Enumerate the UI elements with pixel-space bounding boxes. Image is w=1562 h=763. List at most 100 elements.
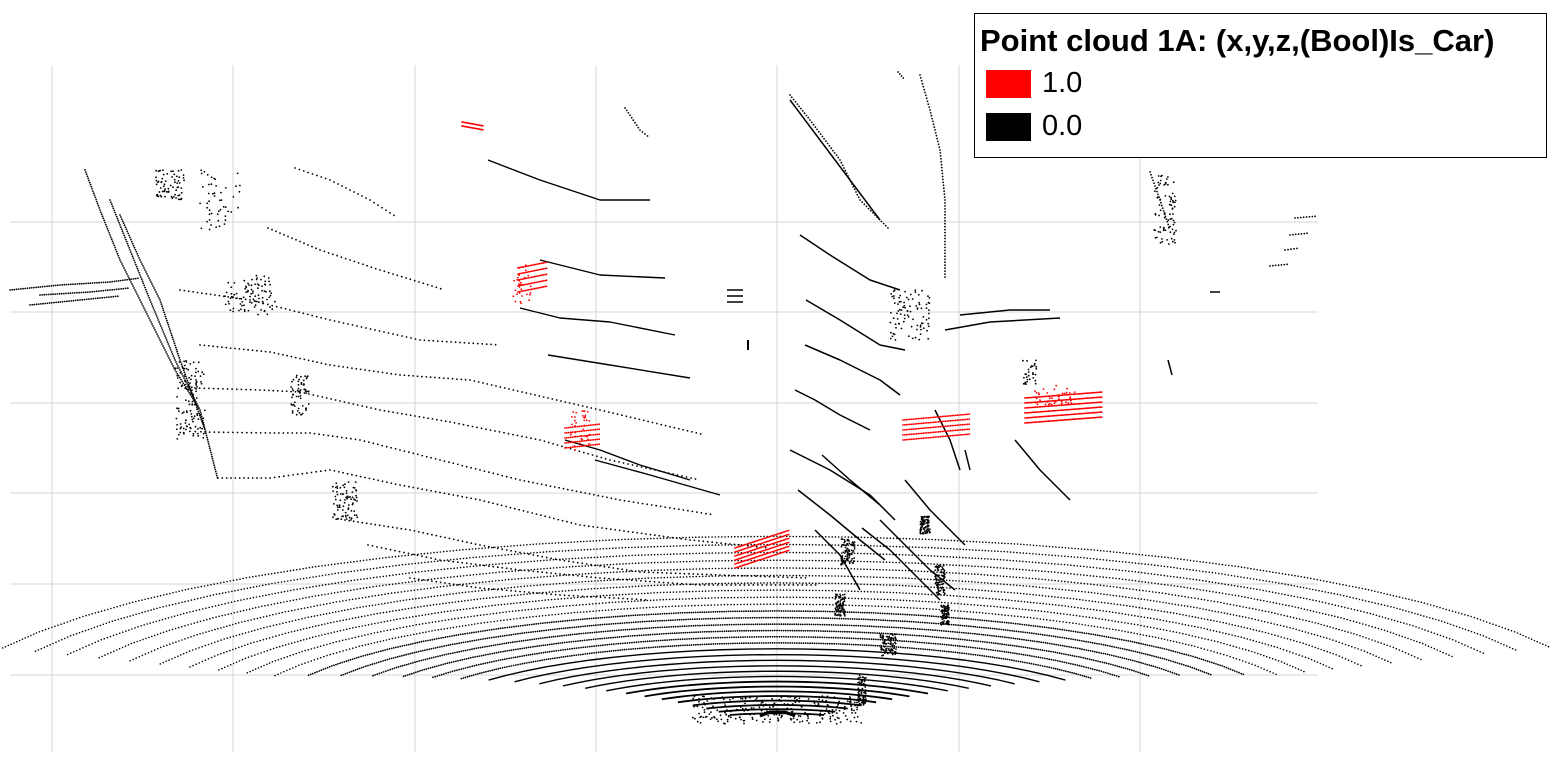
scan-line-left (179, 289, 497, 346)
ring-line (129, 567, 1422, 662)
scan-line-right (814, 529, 861, 591)
vegetation-points (889, 289, 931, 341)
scan-line-mid (594, 459, 721, 496)
car-scan-row (517, 279, 548, 287)
car-scan-row (517, 267, 548, 275)
sparse-line (624, 107, 649, 137)
car-scan-row (734, 533, 790, 553)
scan-line-right (934, 409, 961, 471)
legend-title: Point cloud 1A: (x,y,z,(Bool)Is_Car) (980, 23, 1495, 58)
ring-line (98, 559, 1453, 659)
scan-line-left (217, 469, 767, 549)
scan-line-right (799, 234, 901, 291)
car-scan-row (734, 545, 790, 565)
ring-line (706, 704, 848, 710)
pole-points (174, 360, 206, 440)
ring-line (372, 623, 1180, 677)
ring-line (432, 635, 1120, 679)
car-scan-row (564, 423, 601, 429)
legend-swatch-red (986, 69, 1031, 98)
car-cluster (512, 264, 532, 305)
ring-line (402, 629, 1150, 678)
ring-line (562, 665, 992, 687)
car-point-clusters (461, 121, 1103, 569)
car-cluster (1034, 384, 1076, 406)
scan-line-right (821, 454, 881, 506)
sparse-line (1294, 215, 1316, 219)
pedestrian-points (840, 538, 856, 566)
scan-line-right (1014, 439, 1071, 501)
scan-line-right (959, 309, 1050, 316)
legend-item-not-car: 0.0 (986, 105, 1546, 148)
scan-line-mid (539, 259, 666, 279)
legend-label: 1.0 (1042, 67, 1083, 99)
sparse-line (1289, 232, 1308, 236)
car-cluster (461, 121, 484, 131)
sparse-line (1149, 171, 1170, 229)
sparse-line (897, 71, 905, 79)
car-cluster (569, 410, 591, 451)
tree-points (199, 169, 241, 231)
car-scan-row (517, 273, 548, 281)
ring-line (514, 653, 1040, 683)
ring-line (460, 642, 1092, 680)
sparse-line (789, 94, 889, 229)
scan-line-left (199, 344, 702, 435)
structure-points (29, 295, 119, 306)
car-scan-row (902, 418, 971, 426)
car-scan-row (734, 549, 790, 569)
scan-line-right (944, 317, 1061, 331)
pedestrian-points (940, 604, 950, 626)
scan-line-mid (519, 307, 676, 336)
ring-line (218, 589, 1333, 671)
ego-vehicle-points (692, 695, 863, 725)
point-cloud-points (1, 71, 1550, 725)
scan-line-mid (564, 439, 691, 481)
pole-points (1153, 174, 1177, 245)
ring-line (189, 582, 1362, 668)
pole-points (1022, 359, 1038, 385)
car-scan-row (1024, 396, 1103, 404)
pedestrian-points (857, 674, 867, 706)
structure-points (39, 287, 129, 296)
pedestrian-points (834, 593, 846, 617)
ring-line (246, 596, 1305, 674)
small-mark (1167, 359, 1173, 376)
ring-line (606, 675, 948, 692)
ring-line (34, 543, 1517, 652)
sparse-line (1284, 247, 1298, 251)
scan-line-right (861, 527, 941, 601)
scan-line-left (409, 577, 647, 601)
ring-line (692, 699, 862, 707)
car-cluster (1024, 391, 1103, 424)
car-scan-row (902, 413, 971, 421)
ring-line (585, 670, 969, 690)
structure-points (84, 169, 219, 479)
car-scan-row (564, 433, 601, 439)
car-scan-row (1024, 406, 1103, 414)
scan-line-right (805, 299, 906, 351)
ring-line (677, 695, 877, 704)
scan-line-left (267, 227, 442, 290)
car-scan-row (1024, 401, 1103, 409)
car-cluster (517, 261, 548, 293)
car-scan-row (517, 261, 548, 269)
ring-line (159, 574, 1392, 665)
scan-line-right (904, 479, 966, 546)
scan-line-left (194, 387, 697, 480)
scan-line-right (797, 489, 886, 561)
pole-points (331, 481, 359, 521)
scan-line-right (794, 389, 871, 431)
pole-points (290, 374, 310, 416)
ring-line (539, 659, 1015, 685)
car-scan-row (564, 428, 601, 434)
car-scan-row (1024, 416, 1103, 424)
pedestrian-points (934, 564, 946, 596)
scan-line-right (964, 449, 971, 471)
car-scan-row (461, 125, 484, 131)
ring-line (66, 551, 1485, 656)
car-scan-row (564, 438, 601, 444)
car-cluster (734, 529, 790, 569)
